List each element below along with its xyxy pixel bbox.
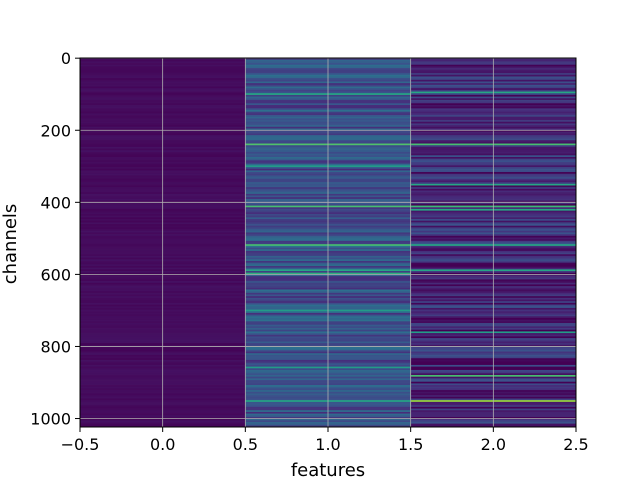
x-tick-label: 2.5	[563, 435, 588, 454]
y-tick-label: 800	[40, 337, 71, 356]
y-tick-label: 1000	[30, 410, 71, 429]
x-tick-label: 1.5	[398, 435, 423, 454]
x-tick-label: 1.0	[315, 435, 340, 454]
x-axis-label: features	[291, 460, 365, 480]
y-tick-label: 200	[40, 121, 71, 140]
x-tick-label: −0.5	[61, 435, 100, 454]
axis-ticks: −0.5 0.0 0.5 1.0 1.5 2.0 2.5 0 200 400 600 800 1000	[30, 49, 588, 454]
x-tick-label: 0.0	[150, 435, 175, 454]
y-tick-label: 0	[61, 49, 71, 68]
x-tick-label: 0.5	[233, 435, 258, 454]
y-axis-label: channels	[0, 204, 21, 285]
y-tick-label: 400	[40, 193, 71, 212]
y-tick-label: 600	[40, 265, 71, 284]
x-tick-label: 2.0	[481, 435, 506, 454]
